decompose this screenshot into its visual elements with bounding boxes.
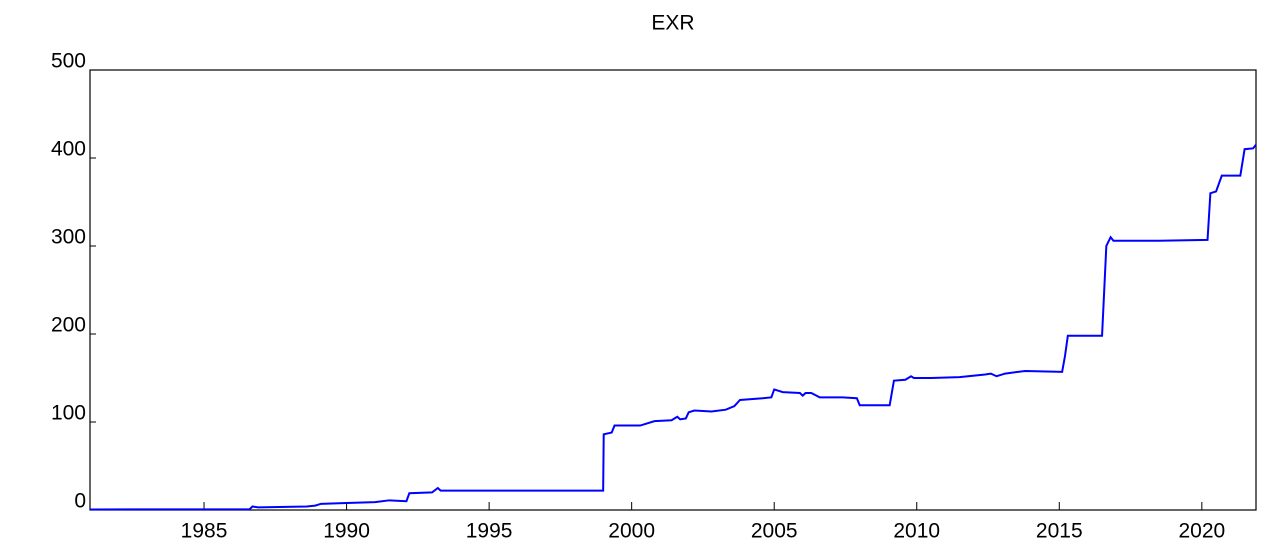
y-tick-label: 100 (51, 402, 86, 425)
y-tick-label: 500 (51, 50, 86, 73)
plot-frame (89, 69, 1257, 511)
x-tick-label: 1990 (323, 520, 370, 543)
x-tick-label: 1985 (181, 520, 228, 543)
y-tick-label: 200 (51, 314, 86, 337)
chart-title: EXR (651, 12, 694, 35)
y-tick-label: 0 (74, 490, 86, 513)
x-tick-label: 2015 (1036, 520, 1083, 543)
x-tick-label: 2000 (608, 520, 655, 543)
x-tick-label: 2020 (1178, 520, 1225, 543)
line-series (89, 144, 1257, 511)
x-tick-label: 1995 (466, 520, 513, 543)
x-tick-label: 2010 (893, 520, 940, 543)
y-tick-label: 400 (51, 138, 86, 161)
y-tick-label: 300 (51, 226, 86, 249)
x-tick-label: 2005 (751, 520, 798, 543)
